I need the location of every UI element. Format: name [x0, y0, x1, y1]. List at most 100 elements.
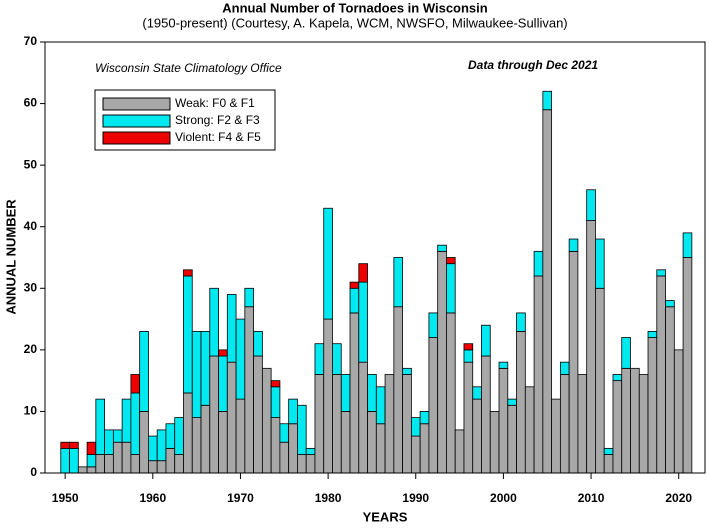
bar-segment — [183, 275, 193, 394]
bar-segment — [647, 337, 658, 474]
bar-segment — [498, 361, 509, 369]
bar-segment — [402, 367, 412, 375]
y-axis-label: ANNUAL NUMBER — [3, 199, 18, 315]
bar-segment — [332, 343, 342, 375]
bar-segment — [95, 454, 106, 474]
x-tick-label: 1960 — [139, 491, 166, 505]
bar-segment — [533, 275, 544, 474]
bar-segment — [156, 429, 167, 462]
bar-segment — [340, 411, 351, 474]
bar-segment — [104, 454, 114, 474]
bar-segment — [367, 374, 377, 412]
x-axis-label: YEARS — [363, 509, 408, 524]
bar-segment — [665, 306, 675, 474]
bar-segment — [244, 306, 255, 474]
bar-segment — [612, 374, 623, 382]
legend-label: Weak: F0 & F1 — [175, 96, 255, 110]
x-tick-label: 2020 — [665, 491, 692, 505]
bar-segment — [349, 281, 360, 289]
bar-segment — [191, 417, 202, 474]
bar-segment — [270, 417, 281, 474]
bar-segment — [656, 269, 666, 277]
bar-segment — [218, 349, 228, 357]
bar-segment — [551, 398, 561, 474]
bar-segment — [647, 330, 658, 338]
bar-segment — [165, 423, 176, 449]
x-tick-label: 1950 — [52, 491, 79, 505]
bar-segment — [60, 447, 70, 474]
bar-segment — [209, 355, 219, 474]
bar-segment — [104, 429, 114, 455]
y-tick-label: 10 — [24, 404, 38, 418]
bar-segment — [454, 429, 465, 474]
bar-segment — [297, 404, 307, 455]
bar-segment — [112, 429, 123, 443]
bar-segment — [410, 435, 421, 474]
bar-segment — [235, 318, 246, 400]
bar-segment — [332, 374, 342, 474]
bar-segment — [682, 232, 693, 258]
bar-segment — [349, 287, 360, 314]
bar-segment — [174, 417, 184, 455]
bar-segment — [410, 417, 421, 437]
x-tick-label: 2000 — [490, 491, 517, 505]
bar-segment — [428, 312, 439, 338]
bar-segment — [446, 263, 456, 314]
bar-segment — [139, 330, 149, 412]
bar-segment — [507, 404, 517, 474]
bar-segment — [437, 244, 447, 252]
bar-segment — [375, 423, 386, 474]
bar-segment — [288, 423, 298, 474]
x-tick-label: 1970 — [227, 491, 254, 505]
bar-segment — [559, 374, 570, 474]
bar-segment — [568, 250, 579, 474]
bar-segment — [279, 423, 290, 443]
bar-segment — [323, 207, 333, 320]
bar-segment — [279, 441, 290, 474]
bar-segment — [174, 454, 184, 474]
bar-segment — [559, 361, 570, 375]
bar-segment — [121, 398, 132, 443]
bar-segment — [682, 257, 693, 474]
bar-segment — [621, 337, 631, 369]
bar-segment — [200, 330, 211, 406]
bar-segment — [358, 263, 368, 283]
legend-label: Violent: F4 & F5 — [175, 130, 261, 144]
bar-segment — [638, 374, 649, 474]
bar-segment — [183, 392, 193, 474]
bar-segment — [630, 367, 640, 474]
legend-swatch — [102, 131, 171, 145]
bar-segment — [253, 330, 263, 357]
bar-segment — [191, 330, 202, 418]
chart-subtitle: (1950-present) (Courtesy, A. Kapela, WCM… — [142, 15, 567, 30]
bar-segment — [446, 312, 456, 474]
legend-label: Strong: F2 & F3 — [175, 113, 260, 127]
bar-segment — [393, 257, 404, 308]
bar-segment — [603, 454, 614, 474]
bar-segment — [297, 454, 307, 474]
bar-segment — [130, 374, 141, 394]
bar-segment — [463, 343, 474, 351]
bar-segment — [130, 392, 141, 455]
bar-segment — [419, 411, 430, 425]
y-tick-label: 20 — [24, 342, 38, 356]
y-tick-label: 60 — [24, 96, 38, 110]
bar-segment — [489, 411, 500, 474]
bar-segment — [446, 257, 456, 265]
bar-segment — [656, 275, 666, 474]
bar-segment — [121, 441, 132, 474]
bar-segment — [86, 454, 97, 468]
bar-segment — [314, 343, 325, 375]
bar-segment — [226, 294, 237, 363]
bar-segment — [148, 460, 158, 474]
bar-segment — [402, 374, 412, 474]
bar-segment — [305, 454, 316, 474]
bar-segment — [481, 355, 491, 474]
bar-segment — [226, 361, 237, 474]
chart-title: Annual Number of Tornadoes in Wisconsin — [222, 0, 487, 15]
bar-segment — [586, 220, 596, 474]
bar-segment — [516, 330, 526, 474]
bar-segment — [612, 380, 623, 474]
bar-segment — [218, 355, 228, 412]
